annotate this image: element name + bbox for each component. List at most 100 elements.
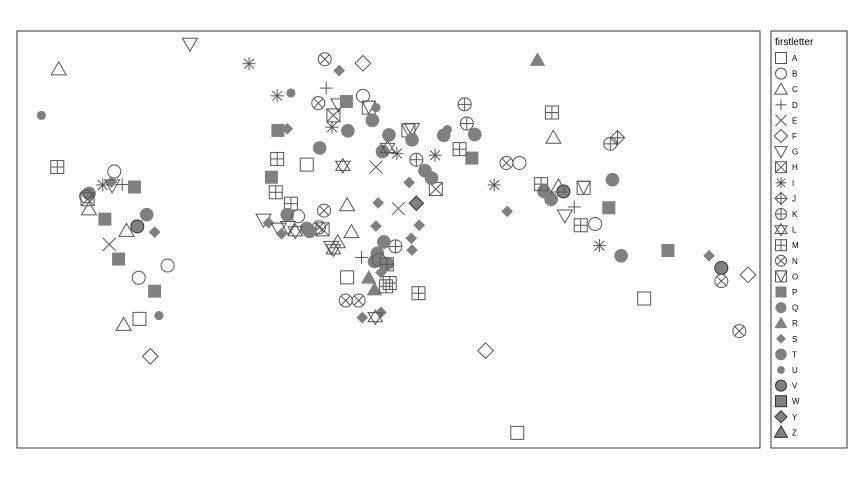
point-s bbox=[375, 266, 387, 279]
legend-label-p: P bbox=[792, 288, 797, 297]
point-t bbox=[367, 254, 382, 269]
point-o bbox=[576, 180, 591, 196]
point-e bbox=[102, 237, 117, 252]
point-k bbox=[388, 239, 403, 254]
point-t bbox=[302, 224, 317, 239]
point-m bbox=[534, 177, 549, 192]
legend-entry-i: I bbox=[775, 177, 794, 189]
legend-key-j bbox=[774, 191, 788, 206]
point-v bbox=[714, 260, 729, 275]
point-c bbox=[544, 129, 562, 144]
legend-key-k bbox=[775, 208, 787, 220]
legend-entry-t: T bbox=[775, 348, 797, 361]
point-m bbox=[544, 105, 559, 120]
point-v bbox=[130, 219, 145, 234]
legend-key-e bbox=[775, 114, 787, 127]
point-m bbox=[411, 286, 426, 301]
legend-label-y: Y bbox=[792, 413, 798, 422]
point-m bbox=[270, 151, 285, 166]
point-t bbox=[365, 113, 380, 128]
point-b bbox=[588, 217, 603, 232]
legend-key-n bbox=[775, 254, 787, 267]
point-p bbox=[264, 170, 278, 184]
point-t bbox=[467, 127, 482, 142]
point-t bbox=[312, 141, 327, 155]
legend-label-t: T bbox=[792, 350, 797, 359]
point-d bbox=[115, 178, 129, 192]
point-t bbox=[280, 207, 295, 222]
legend-label-b: B bbox=[792, 70, 797, 79]
point-a bbox=[340, 270, 355, 285]
legend-entry-p: P bbox=[775, 286, 797, 298]
point-e bbox=[369, 160, 383, 174]
point-k bbox=[457, 97, 472, 112]
point-l bbox=[379, 139, 396, 157]
point-s bbox=[275, 227, 288, 240]
legend-key-v bbox=[775, 379, 787, 392]
point-t bbox=[544, 192, 558, 207]
point-s bbox=[403, 176, 415, 189]
legend-key-z bbox=[773, 424, 789, 438]
point-m bbox=[452, 142, 467, 157]
point-t bbox=[614, 248, 628, 263]
legend-key-b bbox=[775, 67, 787, 80]
point-c bbox=[329, 233, 347, 249]
point-m bbox=[379, 257, 394, 272]
legend-label-v: V bbox=[792, 382, 798, 391]
point-k bbox=[603, 136, 618, 151]
point-k bbox=[409, 152, 424, 167]
legend-label-h: H bbox=[792, 163, 798, 172]
legend-entry-g: G bbox=[773, 146, 798, 159]
point-i bbox=[270, 89, 284, 103]
legend-key-d bbox=[775, 99, 787, 111]
legend-entry-q: Q bbox=[775, 302, 798, 314]
point-g bbox=[279, 220, 297, 236]
point-c bbox=[550, 178, 567, 193]
legend-entry-u: U bbox=[777, 366, 798, 375]
legend-label-a: A bbox=[792, 54, 798, 63]
legend-key-c bbox=[773, 82, 789, 95]
point-n bbox=[317, 203, 332, 218]
legend-entry-s: S bbox=[776, 333, 797, 344]
point-s bbox=[356, 311, 369, 324]
point-u bbox=[154, 311, 164, 321]
point-t bbox=[341, 124, 355, 138]
legend-label-o: O bbox=[792, 272, 798, 281]
legend-key-t bbox=[775, 348, 787, 361]
point-p bbox=[148, 284, 162, 298]
point-s bbox=[405, 232, 418, 245]
legend-key-g bbox=[773, 146, 789, 159]
point-c bbox=[338, 196, 356, 212]
legend-label-z: Z bbox=[792, 428, 797, 437]
point-p bbox=[602, 201, 616, 215]
legend-key-l bbox=[774, 222, 788, 237]
point-l bbox=[334, 157, 351, 174]
point-t bbox=[436, 128, 451, 143]
legend-entry-d: D bbox=[775, 99, 798, 111]
legend-entry-w: W bbox=[775, 395, 800, 408]
point-i bbox=[242, 57, 256, 71]
point-f bbox=[739, 266, 757, 284]
point-f bbox=[477, 342, 495, 360]
point-g bbox=[403, 122, 421, 138]
point-a bbox=[299, 157, 314, 172]
point-r bbox=[360, 269, 377, 284]
point-m bbox=[50, 160, 65, 175]
point-l bbox=[287, 223, 304, 240]
point-s bbox=[501, 205, 514, 218]
point-h bbox=[80, 192, 95, 207]
point-f bbox=[354, 54, 372, 72]
point-n bbox=[311, 96, 326, 111]
point-p bbox=[661, 243, 675, 257]
legend-label-s: S bbox=[792, 335, 797, 344]
legend-key-f bbox=[773, 128, 789, 144]
point-p bbox=[339, 95, 353, 109]
point-v bbox=[556, 184, 571, 199]
point-p bbox=[112, 252, 126, 266]
point-b bbox=[355, 88, 370, 103]
legend-key-h bbox=[775, 161, 787, 174]
point-r bbox=[366, 281, 383, 296]
legend-key-u bbox=[777, 366, 785, 374]
